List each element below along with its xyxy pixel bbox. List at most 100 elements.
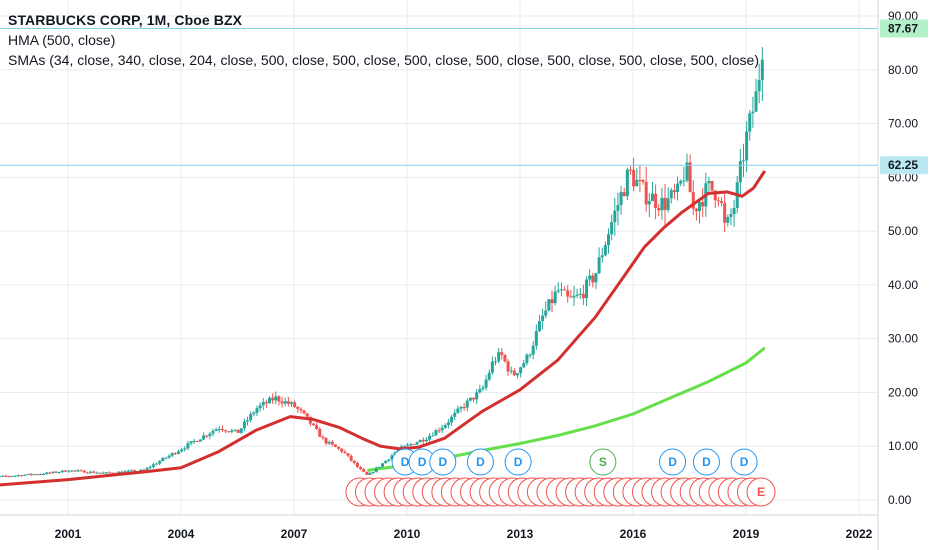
candle-body xyxy=(368,472,372,475)
candle-body xyxy=(16,475,20,477)
candle-body xyxy=(120,471,124,473)
candle-body xyxy=(7,476,11,478)
candle-body xyxy=(475,392,479,400)
candle-body xyxy=(82,470,86,473)
hma-line xyxy=(0,170,767,487)
candle-body xyxy=(387,459,391,461)
candle-body xyxy=(541,315,545,322)
candle-body xyxy=(672,190,676,192)
y-tick-label: 10.00 xyxy=(888,439,918,453)
candle-body xyxy=(679,180,683,184)
candle-body xyxy=(289,402,293,404)
candle-body xyxy=(70,470,74,472)
candle-body xyxy=(286,401,290,404)
candle-body xyxy=(729,214,733,217)
candle-body xyxy=(296,406,300,409)
candle-body xyxy=(57,472,61,474)
split-marker xyxy=(589,448,617,476)
candle-body xyxy=(654,193,658,209)
candle-body xyxy=(111,472,115,474)
candle-body xyxy=(117,471,121,474)
candle-body xyxy=(192,440,196,442)
candle-body xyxy=(647,201,651,205)
candle-body xyxy=(669,190,673,199)
candle-body xyxy=(487,372,491,380)
candle-body xyxy=(352,460,356,463)
candle-body xyxy=(748,113,752,132)
y-tick-label: 70.00 xyxy=(888,117,918,131)
candle-body xyxy=(412,444,416,446)
chart-grid xyxy=(0,0,878,515)
legend-hma[interactable]: HMA (500, close) xyxy=(8,32,116,48)
dividend-label: D xyxy=(476,455,485,469)
candle-body xyxy=(572,295,576,298)
candle-body xyxy=(446,422,450,426)
candle-body xyxy=(176,451,180,454)
dividend-label: D xyxy=(702,455,711,469)
candle-body xyxy=(359,467,363,470)
dividend-marker xyxy=(692,448,720,476)
candle-body xyxy=(726,216,730,223)
candle-body xyxy=(283,401,287,404)
candle-body xyxy=(503,354,507,362)
y-tick-label: 80.00 xyxy=(888,63,918,77)
candle-body xyxy=(242,421,246,429)
candle-body xyxy=(500,352,504,355)
candle-body xyxy=(271,397,275,401)
candle-body xyxy=(42,474,46,476)
candle-body xyxy=(682,180,686,182)
y-tick-label: 30.00 xyxy=(888,332,918,346)
candle-body xyxy=(252,412,256,415)
candle-body xyxy=(324,437,328,444)
candle-body xyxy=(701,201,705,207)
candle-body xyxy=(559,289,563,291)
candle-body xyxy=(440,427,444,431)
candle-body xyxy=(318,429,322,437)
candle-body xyxy=(625,169,629,197)
candle-body xyxy=(73,470,77,472)
candle-body xyxy=(644,181,648,205)
candle-body xyxy=(95,472,99,474)
candlestick-series xyxy=(0,47,764,478)
candle-body xyxy=(544,310,548,316)
x-tick-label: 2007 xyxy=(281,527,308,541)
legend-title: STARBUCKS CORP, 1M, Cboe BZX xyxy=(8,12,243,28)
dividend-label: D xyxy=(418,455,427,469)
candle-body xyxy=(129,470,133,472)
candle-body xyxy=(569,296,573,298)
x-tick-label: 2016 xyxy=(620,527,647,541)
candle-body xyxy=(428,435,432,440)
candle-body xyxy=(23,474,27,476)
horizontal-levels xyxy=(0,28,878,166)
candle-body xyxy=(525,354,529,364)
candle-body xyxy=(494,361,498,363)
candle-body xyxy=(754,91,758,112)
candle-body xyxy=(534,331,538,346)
candle-body xyxy=(512,370,516,376)
candle-body xyxy=(13,475,17,477)
candle-body xyxy=(531,345,535,355)
candle-body xyxy=(305,413,309,417)
dividend-label: D xyxy=(514,455,523,469)
candle-body xyxy=(107,472,111,474)
dividend-label: D xyxy=(401,455,410,469)
candle-body xyxy=(610,222,614,235)
candle-body xyxy=(0,476,2,478)
candle-body xyxy=(35,474,39,476)
candle-body xyxy=(76,470,80,472)
legend-smas[interactable]: SMAs (34, close, 340, close, 204, close,… xyxy=(8,52,759,68)
candle-body xyxy=(688,162,692,193)
candle-body xyxy=(101,472,105,474)
y-tick-label: 40.00 xyxy=(888,278,918,292)
candle-body xyxy=(591,275,595,283)
candle-body xyxy=(227,431,231,433)
candle-body xyxy=(484,379,488,388)
candle-body xyxy=(236,429,240,433)
candle-body xyxy=(757,79,761,92)
price-axis: 0.0010.0020.0030.0040.0050.0060.0070.008… xyxy=(877,0,918,550)
candle-body xyxy=(635,179,639,187)
candle-body xyxy=(123,471,127,473)
candle-body xyxy=(333,444,337,447)
candle-body xyxy=(490,361,494,373)
